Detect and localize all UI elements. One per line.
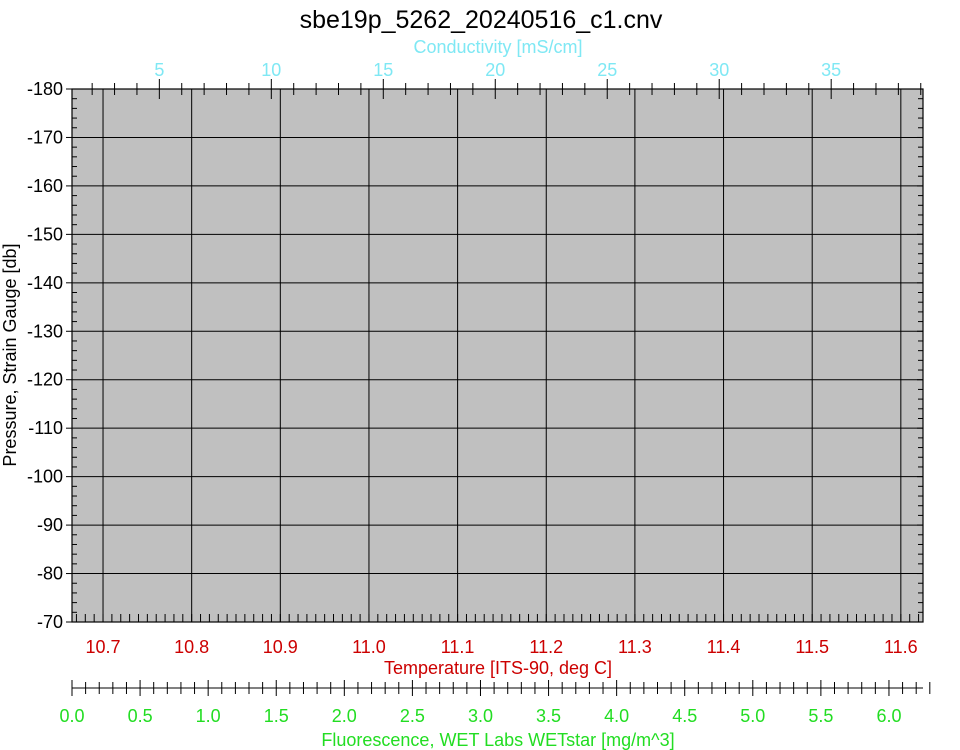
fluorescence-tick-label: 1.0 [196,706,221,726]
temperature-tick-label: 11.2 [529,637,563,657]
temperature-tick-label: 11.4 [707,637,741,657]
conductivity-axis: 5 10 15 20 25 30 35 [91,60,922,99]
conductivity-tick-label: 15 [373,60,393,80]
fluorescence-tick-label: 4.5 [672,706,697,726]
fluorescence-tick-label: 3.5 [536,706,561,726]
temperature-tick-label: 10.8 [174,637,209,657]
pressure-tick-label: -120 [27,370,63,390]
fluorescence-tick-label: 2.5 [400,706,425,726]
temperature-tick-label: 10.7 [86,637,121,657]
pressure-axis: -180 -170 -160 -150 -140 -130 -120 -110 -100 -90 -… [27,79,923,632]
conductivity-tick-label: 35 [821,60,841,80]
chart-title: sbe19p_5262_20240516_c1.cnv [300,6,663,34]
fluorescence-axis-title: Fluorescence, WET Labs WETstar [mg/m^3] [321,730,674,750]
conductivity-tick-label: 20 [485,60,505,80]
fluorescence-tick-label: 3.0 [468,706,493,726]
conductivity-tick-label: 30 [709,60,729,80]
fluorescence-tick-label: 2.0 [332,706,357,726]
pressure-tick-label: -170 [27,127,63,147]
temperature-tick-label: 11.6 [884,637,918,657]
fluorescence-tick-label: 4.0 [604,706,629,726]
temperature-axis-title: Temperature [ITS-90, deg C] [384,658,612,678]
temperature-tick-label: 11.0 [352,637,386,657]
plot-area [72,89,923,622]
temperature-tick-label: 11.5 [795,637,829,657]
pressure-tick-label: -130 [27,321,63,341]
fluorescence-axis: 0.0 0.5 1.0 1.5 2.0 2.5 3.0 3.5 4.0 4.5 5.0 5.5 6.0 [59,680,931,726]
fluorescence-tick-label: 6.0 [876,706,901,726]
temperature-tick-label: 11.3 [618,637,652,657]
plot-frame [71,88,924,623]
pressure-tick-label: -160 [27,176,63,196]
conductivity-tick-label: 25 [597,60,617,80]
fluorescence-tick-label: 1.5 [264,706,289,726]
conductivity-axis-title: Conductivity [mS/cm] [413,37,582,57]
pressure-tick-label: -110 [28,418,63,438]
conductivity-tick-label: 10 [261,60,281,80]
pressure-tick-label: -180 [27,79,63,99]
pressure-tick-label: -80 [37,564,63,584]
temperature-tick-label: 11.1 [441,637,475,657]
pressure-tick-label: -70 [37,612,63,632]
pressure-tick-label: -90 [37,515,63,535]
conductivity-tick-label: 5 [154,60,164,80]
fluorescence-tick-label: 0.0 [59,706,84,726]
pressure-tick-label: -150 [27,224,63,244]
temperature-tick-label: 10.9 [263,637,298,657]
fluorescence-tick-label: 0.5 [128,706,153,726]
temperature-axis: 10.7 10.8 10.9 11.0 11.1 11.2 11.3 11.4 11.5 11.6 [75,614,920,657]
fluorescence-tick-label: 5.5 [808,706,833,726]
pressure-tick-label: -140 [27,273,63,293]
pressure-tick-label: -100 [27,467,63,487]
pressure-axis-title: Pressure, Strain Gauge [db] [0,243,20,466]
fluorescence-tick-label: 5.0 [740,706,765,726]
